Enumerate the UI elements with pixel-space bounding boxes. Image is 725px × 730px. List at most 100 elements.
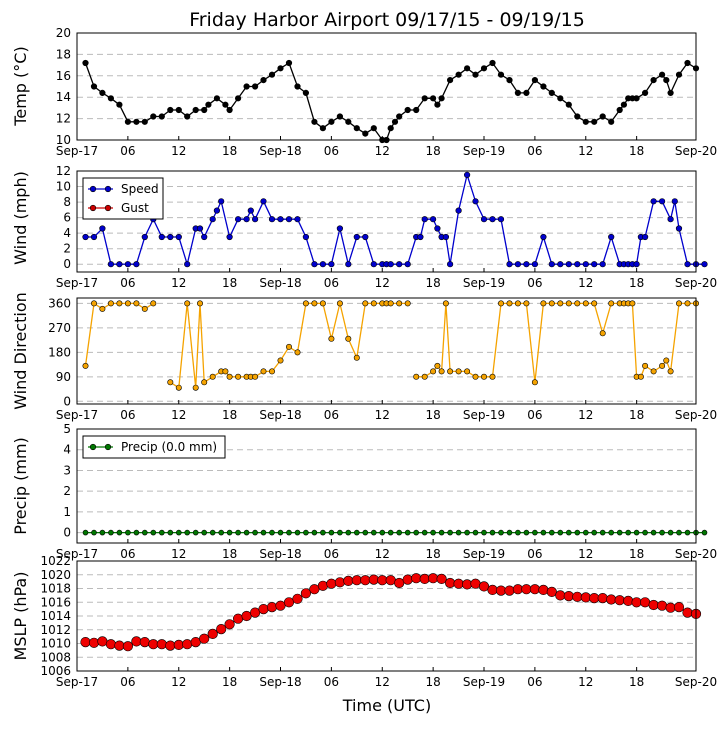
mslp-ylabel: MSLP (hPa) [11,572,30,661]
wind-data-point [294,216,301,223]
temp-data-point [565,101,572,108]
direction-data-point [557,300,564,307]
mslp-data-point [105,639,116,650]
wind-legend-marker [89,185,97,193]
direction-data-point [268,368,275,375]
precip-xtick-label: 12 [171,547,186,561]
direction-data-point [222,368,229,375]
wind-panel: 02 46 810 12 Sep-17 06 12 18 Sep-18 06 12 18 Sep-19 0… [11,164,717,290]
mslp-data-point [436,573,447,585]
precip-legend-label: Precip (0.0 mm) [121,440,217,454]
wind-data-point [277,216,284,223]
mslp-data-point [597,592,608,604]
mslp-data-point [122,641,133,652]
mslp-data-point [343,575,354,587]
mslp-data-point [300,588,312,599]
mslp-data-point [623,595,634,607]
wind-data-point [124,261,131,268]
direction-data-point [370,300,377,307]
temp-xtick-label: Sep-17 [56,144,98,158]
direction-data-point [82,362,89,369]
temp-data-point [213,95,220,102]
temp-xtick-label: 18 [425,144,440,158]
temp-data-point [438,95,445,102]
wind-data-point [247,207,254,214]
mslp-ytick-label: 1018 [40,582,71,596]
wind-data-point [184,261,191,268]
temp-data-point [319,125,327,132]
temp-data-point [574,113,581,120]
temp-data-point [205,101,212,108]
direction-data-point [107,300,114,307]
precip-ytick-label: 1 [63,505,71,519]
direction-data-point [99,305,106,312]
precip-xtick-label: 06 [120,547,135,561]
wind-data-point [514,261,522,268]
mslp-data-point [521,584,532,595]
temp-data-point [124,118,131,125]
direction-data-point [362,300,369,307]
wind-ytick-label: 12 [56,164,71,178]
temp-data-point [167,106,174,114]
direction-data-point [285,343,292,350]
temp-data-point [557,95,564,102]
direction-data-point [387,300,394,307]
wind-data-point [404,261,411,268]
temp-data-point [489,59,496,67]
direction-data-point [442,300,449,307]
mslp-xtick-label: 06 [120,675,135,689]
direction-data-point [591,300,598,307]
precip-data-point [243,529,250,536]
direction-data-point [489,373,496,380]
direction-xtick-label: Sep-20 [675,408,717,422]
mslp-data-point [368,574,379,585]
precip-data-point [260,529,267,536]
temp-data-point [472,71,479,78]
temp-data-point [599,113,606,120]
precip-data-point [625,529,632,536]
mslp-xtick-label: 18 [222,675,237,689]
mslp-data-point [266,601,278,613]
mslp-data-point [360,575,371,586]
precip-data-point [328,529,335,536]
wind-legend-marker [104,185,112,193]
direction-data-point [480,373,487,380]
direction-ytick-label: 90 [56,370,71,384]
temp-xtick-label: 06 [324,144,339,158]
precip-data-point [506,529,513,536]
mslp-data-point [292,593,303,604]
direction-data-point [650,368,657,375]
wind-data-point [302,233,310,241]
direction-xtick-label: Sep-17 [56,408,98,422]
direction-data-point [582,300,589,307]
temp-data-point [311,118,318,125]
mslp-data-point [555,590,566,601]
direction-data-point [235,373,242,380]
direction-xtick-label: Sep-18 [259,408,301,422]
direction-series-line [84,302,154,366]
mslp-data-point [445,577,456,589]
mslp-data-point [453,578,464,589]
wind-data-point [328,261,335,268]
direction-data-point [659,362,666,369]
wind-data-point [633,261,640,268]
precip-data-point [591,529,598,536]
wind-frame [76,170,697,273]
temp-data-point [336,113,344,120]
temp-data-point [158,113,165,120]
temp-data-point [663,76,670,84]
direction-data-point [506,300,513,307]
wind-data-point [336,225,344,232]
precip-data-point [303,529,309,536]
wind-legend-marker [89,204,97,212]
precip-data-point [430,529,436,536]
mslp-data-point [512,584,524,595]
temp-data-point [285,59,293,67]
wind-data-point [447,261,454,268]
wind-data-point [506,261,513,268]
wind-ytick-label: 4 [63,226,71,240]
wind-data-point [167,233,174,241]
wind-data-point [489,216,496,223]
direction-data-point [464,368,471,375]
direction-data-point [302,300,309,307]
